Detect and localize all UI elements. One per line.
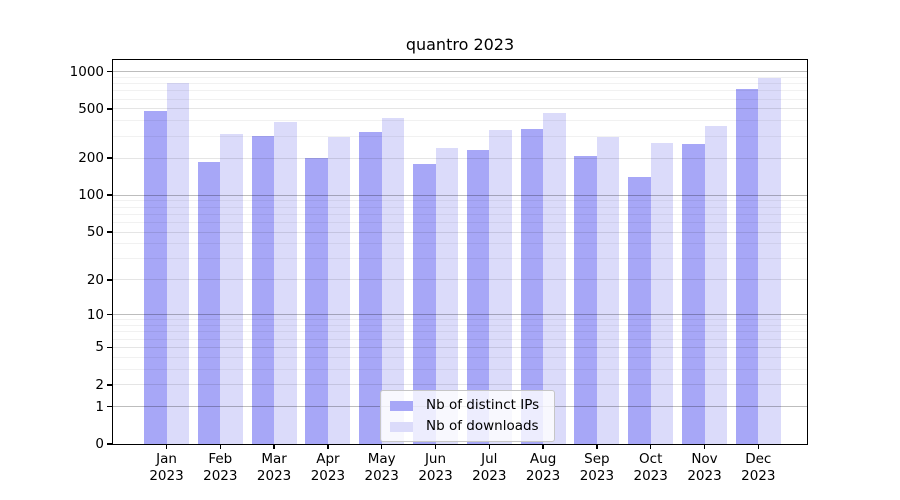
y-tick-label-50: 50 [86, 224, 104, 241]
y-tick-500 [107, 108, 112, 110]
legend-row-downloads: Nb of downloads [390, 419, 545, 434]
x-tick-label-mar: Mar 2023 [256, 451, 292, 484]
x-tick-nov [703, 444, 706, 449]
x-tick-may [380, 444, 383, 449]
bar-mar-distinct-ips [251, 136, 275, 444]
bar-aug-distinct-ips [520, 129, 544, 444]
legend-swatch-icon [390, 421, 413, 432]
bar-feb-distinct-ips [197, 161, 221, 444]
y-tick-label-1000: 1000 [69, 63, 104, 80]
x-tick-label-jul: Jul 2023 [472, 451, 507, 484]
y-tick-10 [107, 313, 112, 316]
y-tick-2 [107, 384, 112, 386]
legend-label: Nb of distinct IPs [426, 397, 540, 413]
x-tick-label-apr: Apr 2023 [310, 451, 346, 484]
legend-swatch-icon [390, 400, 413, 411]
legend-row-distinct-ips: Nb of distinct IPs [390, 398, 545, 413]
x-tick-oct [649, 444, 652, 449]
gridline-400 [113, 120, 807, 122]
x-tick-apr [327, 444, 329, 449]
bar-apr-distinct-ips [305, 158, 328, 444]
y-tick-20 [107, 279, 112, 281]
bar-feb-downloads [220, 133, 243, 444]
gridline-300 [113, 135, 807, 137]
y-tick-0 [107, 443, 112, 445]
legend-label: Nb of downloads [426, 418, 539, 434]
bar-nov-distinct-ips [682, 144, 705, 444]
bar-mar-downloads [274, 121, 297, 444]
x-tick-jun [434, 444, 437, 449]
x-tick-jul [488, 444, 491, 449]
bar-dec-downloads [758, 77, 781, 444]
y-tick-label-500: 500 [78, 100, 104, 117]
bar-sep-downloads [596, 136, 620, 444]
bar-jan-distinct-ips [144, 110, 167, 444]
x-tick-label-may: May 2023 [364, 451, 399, 484]
y-tick-200 [107, 157, 112, 159]
bar-nov-downloads [704, 125, 727, 444]
x-tick-label-jun: Jun 2023 [418, 451, 453, 484]
bar-sep-distinct-ips [574, 156, 597, 444]
y-tick-100 [107, 194, 112, 196]
bar-may-distinct-ips [359, 132, 382, 444]
x-tick-label-oct: Oct 2023 [633, 451, 668, 484]
x-tick-aug [542, 444, 544, 449]
y-tick-label-20: 20 [86, 271, 104, 288]
x-tick-label-sep: Sep 2023 [579, 451, 615, 484]
gridline-800 [113, 83, 807, 85]
y-tick-1000 [107, 70, 112, 73]
y-tick-label-10: 10 [86, 306, 104, 323]
x-tick-mar [273, 444, 275, 449]
bar-jun-distinct-ips [413, 164, 436, 444]
gridline-900 [113, 76, 807, 78]
y-tick-label-100: 100 [78, 187, 104, 204]
bar-jun-downloads [435, 148, 458, 444]
gridline-700 [113, 90, 807, 92]
bar-aug-downloads [543, 112, 566, 444]
gridline-600 [113, 98, 807, 100]
bar-oct-downloads [650, 143, 674, 444]
x-tick-label-feb: Feb 2023 [203, 451, 238, 484]
plot-area [112, 59, 808, 445]
x-tick-jan [165, 444, 168, 449]
x-tick-sep [596, 444, 598, 449]
bar-oct-distinct-ips [628, 176, 651, 444]
legend: Nb of distinct IPs Nb of downloads [380, 390, 556, 442]
x-tick-label-jan: Jan 2023 [149, 451, 184, 484]
bar-may-downloads [381, 118, 405, 444]
gridline-1000 [113, 71, 807, 73]
bar-jan-downloads [166, 82, 189, 444]
x-tick-label-dec: Dec 2023 [741, 451, 776, 484]
x-tick-feb [219, 444, 222, 449]
bar-apr-downloads [327, 137, 351, 444]
y-tick-1 [107, 405, 112, 408]
x-tick-dec [757, 444, 760, 449]
chart-title: quantro 2023 [405, 35, 515, 54]
bar-jul-distinct-ips [466, 149, 490, 444]
y-tick-label-0: 0 [95, 436, 104, 452]
bar-dec-distinct-ips [735, 89, 759, 444]
x-tick-label-aug: Aug 2023 [525, 451, 561, 484]
y-tick-label-5: 5 [95, 339, 104, 356]
x-tick-label-nov: Nov 2023 [687, 451, 722, 484]
y-tick-label-200: 200 [78, 150, 104, 167]
y-tick-label-1: 1 [95, 398, 104, 415]
y-tick-5 [107, 346, 112, 349]
bar-jul-downloads [489, 129, 512, 444]
gridline-500 [113, 108, 807, 110]
y-tick-label-2: 2 [95, 376, 104, 393]
y-tick-50 [107, 231, 112, 233]
